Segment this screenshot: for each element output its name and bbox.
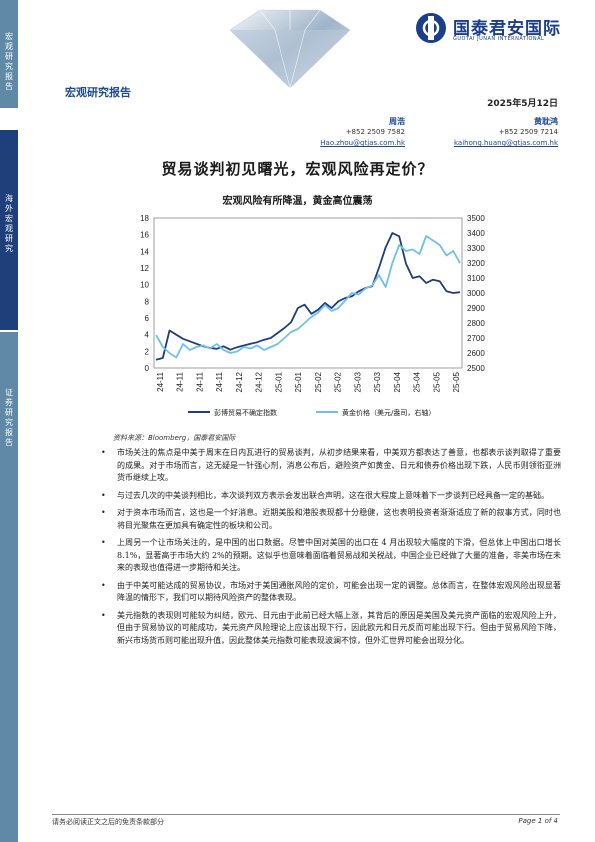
list-item: 市场关注的焦点是中美于周末在日内瓦进行的贸易谈判，从初步结果来看，中美双方都表达… xyxy=(101,447,561,485)
legend-label: 黄金价格（美元/盎司，右轴） xyxy=(342,408,435,417)
author-phone: +852 2509 7582 xyxy=(345,128,405,136)
x-tick-label: 25-03 xyxy=(353,371,362,392)
y-tick-right: 3000 xyxy=(467,289,485,298)
y-tick-left: 0 xyxy=(145,364,150,373)
y-tick-left: 18 xyxy=(140,214,149,223)
sidebar-segment-overseas: 海外宏观研究 xyxy=(0,130,18,330)
x-tick-label: 24-11 xyxy=(176,371,185,391)
y-tick-left: 8 xyxy=(145,297,150,306)
report-date: 2025年5月12日 xyxy=(487,99,558,109)
logo-text-cn: 国泰君安国际 xyxy=(453,19,561,39)
plot-frame xyxy=(153,217,463,369)
sidebar-segment-macro: 宏观研究报告 xyxy=(0,0,18,108)
page-number: Page 1 of 4 xyxy=(518,817,558,825)
sidebar-label: 海外宏观研究 xyxy=(5,194,13,253)
sidebar-segment-securities: 证券研究报告 xyxy=(0,332,18,842)
author-block: 黄耽鸿 +852 2509 7214 kaihong.huang@gtjas.c… xyxy=(454,116,558,149)
x-tick-label: 25-05 xyxy=(432,371,441,392)
y-tick-right: 2700 xyxy=(467,334,485,343)
series-line xyxy=(155,232,461,361)
author-block: 周浩 +852 2509 7582 Hao.zhou@gtjas.com.hk xyxy=(320,116,405,149)
x-tick-label: 24-11 xyxy=(195,371,204,391)
x-tick-label: 25-01 xyxy=(294,371,303,392)
logo-text-en: GUOTAI JUNAN INTERNATIONAL xyxy=(453,36,545,42)
x-tick-label: 24-12 xyxy=(255,371,264,392)
y-tick-left: 4 xyxy=(145,331,150,340)
y-tick-right: 2500 xyxy=(467,364,485,373)
y-tick-right: 2600 xyxy=(467,349,485,358)
x-tick-label: 25-01 xyxy=(274,371,283,392)
x-tick-label: 25-02 xyxy=(334,371,343,392)
x-tick-label: 24-11 xyxy=(215,371,224,391)
author-email[interactable]: kaihong.huang@gtjas.com.hk xyxy=(454,139,558,147)
x-tick-label: 25-04 xyxy=(413,371,422,392)
list-item: 上周另一个让市场关注的，是中国的出口数据。尽管中国对美国的出口在 4 月出现较大… xyxy=(101,537,561,575)
x-tick-label: 25-03 xyxy=(373,371,382,392)
y-tick-right: 2900 xyxy=(467,304,485,313)
y-tick-right: 2800 xyxy=(467,319,485,328)
author-name: 周浩 xyxy=(389,117,405,126)
x-tick-label: 25-02 xyxy=(314,371,323,392)
y-tick-left: 16 xyxy=(140,231,149,240)
author-email[interactable]: Hao.zhou@gtjas.com.hk xyxy=(320,139,405,147)
x-tick-label: 24-12 xyxy=(235,371,244,392)
company-logo: 国泰君安国际 GUOTAI JUNAN INTERNATIONAL xyxy=(415,12,575,46)
list-item: 对于资本市场而言，这也是一个好消息。近期美股和港股表现都十分稳健，这也表明投资者… xyxy=(101,507,561,532)
y-tick-right: 3100 xyxy=(467,274,485,283)
x-tick-label: 25-04 xyxy=(393,371,402,392)
report-type: 宏观研究报告 xyxy=(65,86,131,99)
y-tick-right: 3200 xyxy=(467,259,485,268)
legend-label: 彭博贸易不确定指数 xyxy=(214,408,277,417)
list-item: 美元指数的表现则可能较为纠结，欧元、日元由于此前已经大幅上涨，其背后的原因是美国… xyxy=(101,610,561,648)
chart-title: 宏观风险有所降温，黄金高位震荡 xyxy=(222,196,373,207)
y-tick-left: 14 xyxy=(140,247,149,256)
footer-divider xyxy=(52,814,560,815)
series-line xyxy=(155,235,461,359)
y-tick-right: 3400 xyxy=(467,229,485,238)
sidebar-label: 宏观研究报告 xyxy=(5,32,13,91)
line-chart: 0 2 4 6 8 10 12 14 16 18 2500 2600 2700 2800 2900 3000 3… xyxy=(140,214,485,417)
x-tick-label: 25-05 xyxy=(452,371,461,392)
y-tick-left: 12 xyxy=(140,264,149,273)
logo-mark-icon xyxy=(416,13,446,43)
sidebar: 宏观研究报告 海外宏观研究 证券研究报告 xyxy=(0,0,18,842)
list-item: 与过去几次的中美谈判相比，本次谈判双方表示会发出联合声明，这在很大程度上意味着下… xyxy=(101,490,561,503)
x-tick-label: 24-11 xyxy=(156,371,165,391)
footer-disclaimer: 请务必阅读正文之后的免责条款部分 xyxy=(52,818,164,826)
sidebar-label: 证券研究报告 xyxy=(5,388,13,447)
y-tick-left: 6 xyxy=(145,314,150,323)
bullet-list: 市场关注的焦点是中美于周末在日内瓦进行的贸易谈判，从初步结果来看，中美双方都表达… xyxy=(101,447,561,652)
y-tick-right: 3300 xyxy=(467,244,485,253)
y-tick-right: 3500 xyxy=(467,214,485,223)
chart-source: 资料来源：Bloomberg，国泰君安国际 xyxy=(113,434,236,442)
author-phone: +852 2509 7214 xyxy=(498,128,558,136)
y-tick-left: 2 xyxy=(145,347,150,356)
y-tick-left: 10 xyxy=(140,281,149,290)
list-item: 由于中美可能达成的贸易协议，市场对于美国通胀风险的定价，可能会出现一定的调整。总… xyxy=(101,580,561,605)
diamond-icon xyxy=(229,9,351,89)
author-name: 黄耽鸿 xyxy=(534,117,558,126)
page-title: 贸易谈判初见曙光，宏观风险再定价？ xyxy=(161,160,434,178)
